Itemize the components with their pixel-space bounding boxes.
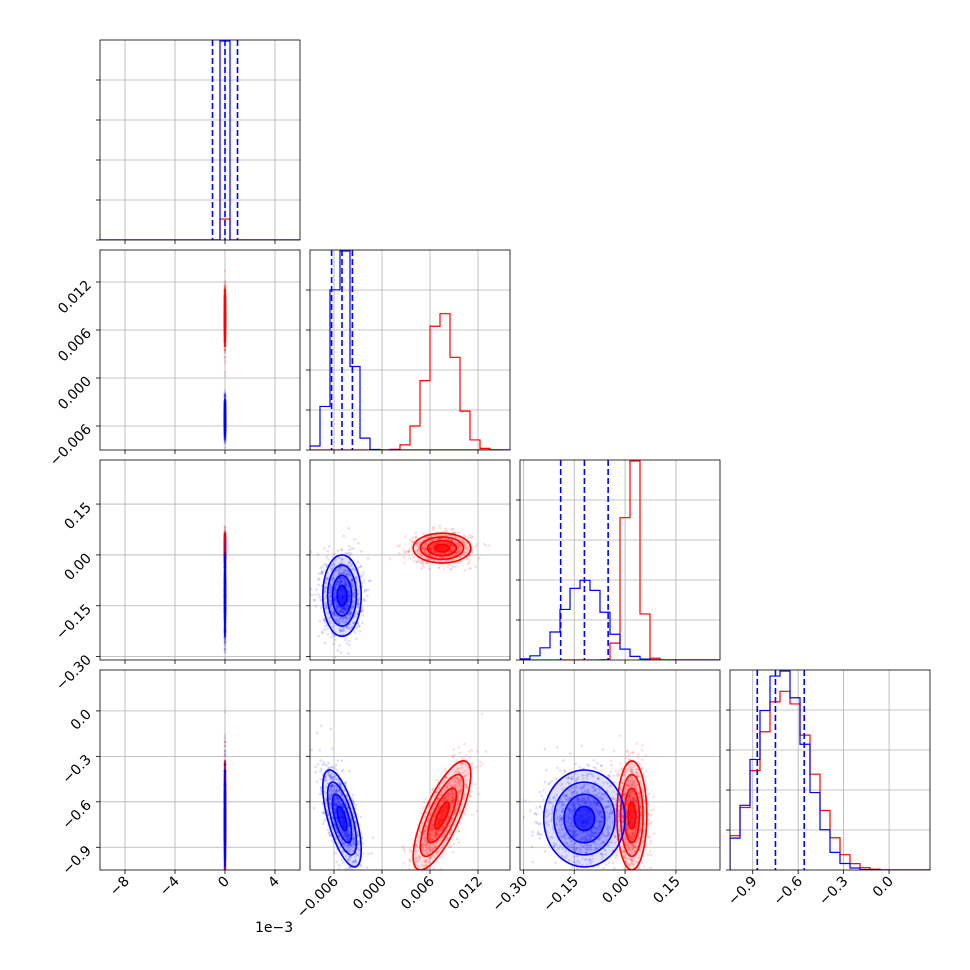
density-level-b xyxy=(573,805,596,832)
density-group xyxy=(223,525,227,660)
panel-background xyxy=(310,250,510,450)
density-level-a xyxy=(433,543,450,553)
density-group xyxy=(522,734,656,870)
histogram-group xyxy=(100,40,300,240)
panel-frame xyxy=(309,459,511,661)
panel-0-0 xyxy=(96,39,301,244)
panel-background xyxy=(310,670,510,870)
panel-frame xyxy=(309,249,511,451)
panel-background xyxy=(100,460,300,660)
panel-3-1: −0.006 0.000 0.006 0.012 xyxy=(294,669,511,921)
panel-frame xyxy=(519,459,721,661)
density-level-b xyxy=(336,584,348,607)
panel-background xyxy=(100,670,300,870)
panel-3-2: −0.30 −0.15 0.00 0.15 xyxy=(490,669,721,915)
panel-frame xyxy=(309,669,511,871)
panel-2-2 xyxy=(516,459,721,664)
panel-frame xyxy=(519,669,721,871)
panel-frame xyxy=(729,669,931,871)
panel-frame xyxy=(99,39,301,241)
panel-frame xyxy=(99,669,301,871)
panel-background xyxy=(100,250,300,450)
density-group xyxy=(310,713,488,870)
x-offset-text: 1e−3 xyxy=(255,920,293,936)
panel-background xyxy=(520,670,720,870)
histogram-series-a xyxy=(310,313,510,450)
density-level-b xyxy=(336,805,348,832)
panel-1-1 xyxy=(306,249,511,454)
density-level-a xyxy=(433,801,450,830)
density-group xyxy=(310,524,491,659)
histogram-series-a xyxy=(520,460,720,660)
density-level-a xyxy=(627,801,637,830)
panel-frame xyxy=(99,249,301,451)
density-group xyxy=(223,269,227,449)
panel-frame xyxy=(99,459,301,661)
panel-2-1 xyxy=(306,459,511,664)
scatter-series-b xyxy=(310,527,372,659)
panel-background xyxy=(100,40,300,240)
density-group xyxy=(223,710,227,870)
panel-3-3: −0.9 −0.6 −0.3 0.0 xyxy=(725,669,931,909)
